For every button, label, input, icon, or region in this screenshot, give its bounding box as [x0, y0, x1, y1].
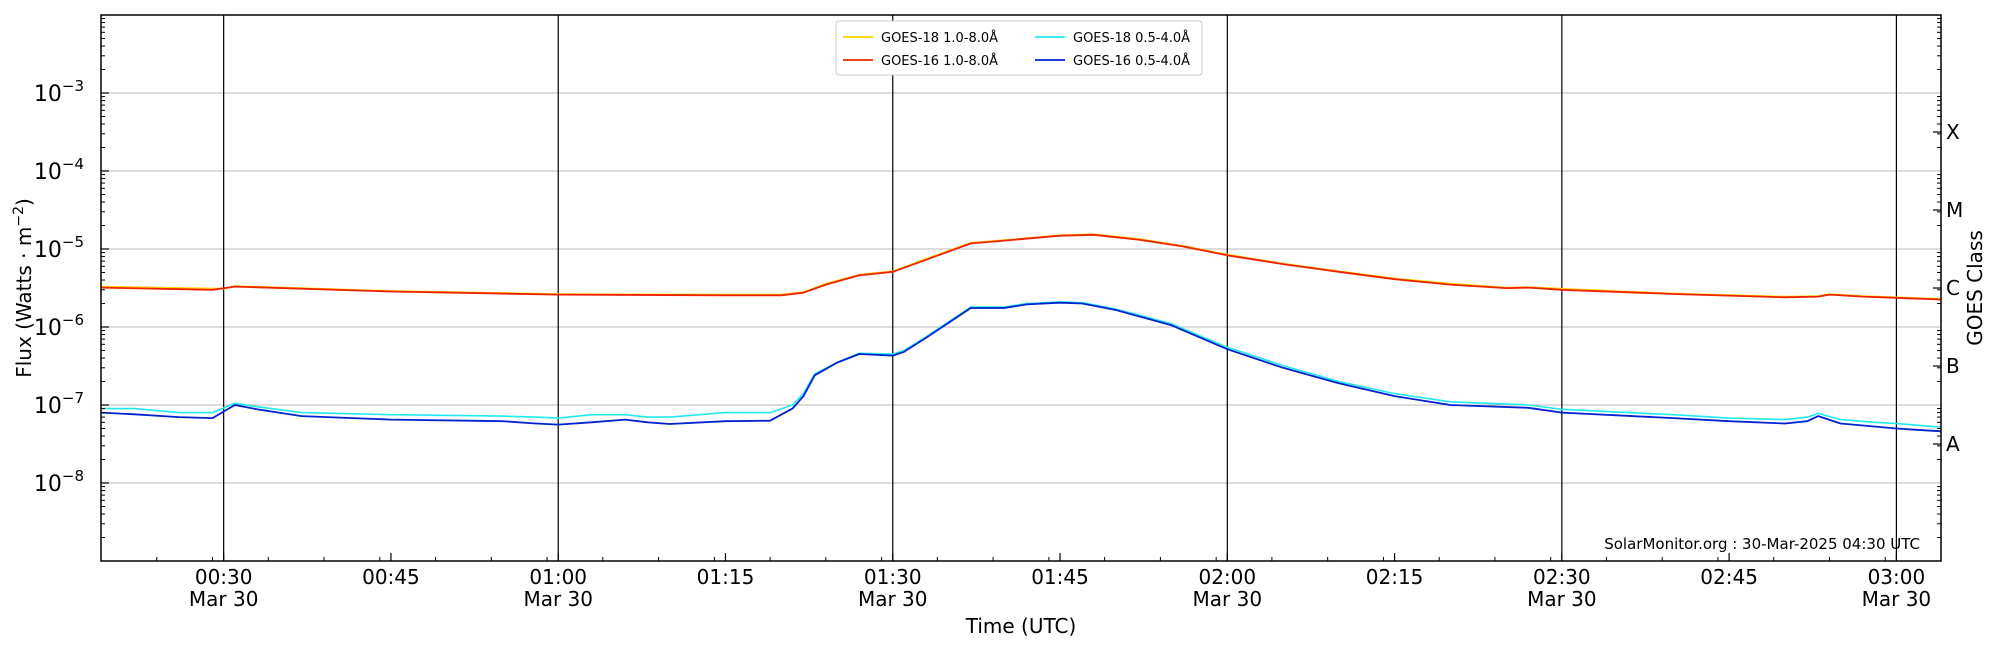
x-tick-label: 00:30: [195, 565, 253, 589]
x-tick-date: Mar 30: [1527, 587, 1597, 611]
goes-class-label: A: [1946, 432, 1960, 456]
grid-lines: [101, 92, 1941, 484]
series-line: [100, 301, 1942, 433]
y-tick-label: 10−4: [34, 155, 84, 185]
goes-class-label: C: [1946, 276, 1960, 300]
x-tick-date: Mar 30: [523, 587, 593, 611]
series-line: [101, 301, 1942, 428]
goes-class-label: X: [1946, 120, 1960, 144]
y-tick-label: 10−8: [34, 467, 84, 497]
x-tick-label: 02:15: [1366, 565, 1424, 589]
x-tick-label: 01:45: [1031, 565, 1089, 589]
x-tick-label: 01:00: [529, 565, 587, 589]
legend-label: GOES-16 1.0-8.0Å: [881, 53, 998, 69]
y-axis-label: Flux (Watts · m−2): [11, 198, 36, 378]
goes-class-label: M: [1946, 198, 1963, 222]
y-axis-ticks: 10−8 10−7 10−6 10−5 10−4 10−3: [34, 18, 1941, 539]
x-axis-label: Time (UTC): [965, 614, 1077, 638]
credit-text: SolarMonitor.org : 30-Mar-2025 04:30 UTC: [1604, 535, 1920, 553]
x-tick-label: 02:30: [1533, 565, 1591, 589]
legend-box: [835, 20, 1203, 76]
legend-label: GOES-18 0.5-4.0Å: [1073, 30, 1190, 46]
goes-class-labels: X M C B A: [1933, 120, 1963, 456]
x-tick-label: 01:30: [864, 565, 922, 589]
y-tick-label: 10−5: [34, 233, 84, 263]
goes-class-axis-label: GOES Class: [1963, 230, 1987, 346]
legend-label: GOES-18 1.0-8.0Å: [881, 30, 998, 46]
x-tick-date: Mar 30: [1193, 587, 1263, 611]
x-tick-label: 02:00: [1198, 565, 1256, 589]
x-tick-label: 03:00: [1868, 565, 1926, 589]
x-tick-label: 02:45: [1700, 565, 1758, 589]
series-lines: [100, 233, 1942, 433]
x-tick-date: Mar 30: [858, 587, 928, 611]
y-tick-label: 10−6: [34, 311, 84, 341]
x-tick-date: Mar 30: [1862, 587, 1932, 611]
series-line: [100, 233, 1942, 301]
x-tick-label: 00:45: [362, 565, 420, 589]
y-tick-label: 10−7: [34, 389, 84, 419]
y-tick-label: 10−3: [34, 77, 84, 107]
goes-class-label: B: [1946, 354, 1960, 378]
x-tick-date: Mar 30: [189, 587, 259, 611]
legend: GOES-18 1.0-8.0Å GOES-16 1.0-8.0Å GOES-18 …: [835, 20, 1203, 76]
legend-label: GOES-16 0.5-4.0Å: [1073, 53, 1190, 69]
x-tick-label: 01:15: [697, 565, 755, 589]
